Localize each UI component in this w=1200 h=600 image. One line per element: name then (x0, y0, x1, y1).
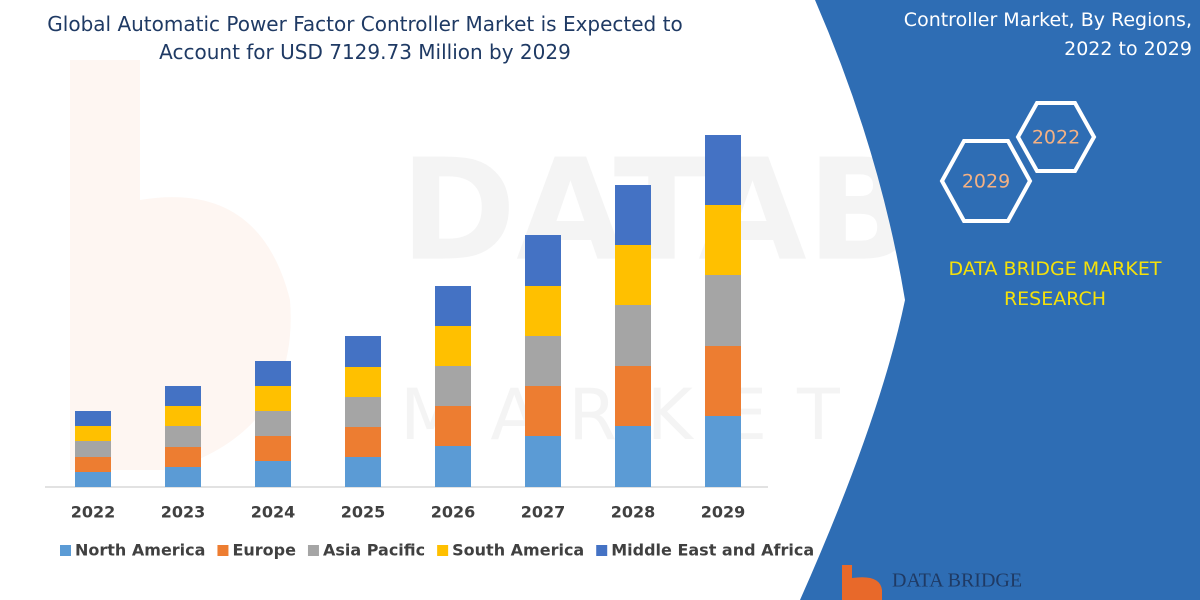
legend-swatch (60, 545, 71, 556)
bar-segment (705, 205, 741, 275)
bar-segment (165, 386, 201, 406)
bar-segment (165, 406, 201, 426)
bar-segment (525, 336, 561, 386)
bar-segment (75, 411, 111, 426)
legend-swatch (437, 545, 449, 556)
bar-segment (255, 461, 291, 487)
bar-segment (435, 406, 471, 446)
bar-segment (345, 397, 381, 427)
bar-segment (525, 235, 561, 286)
bar-segment (435, 366, 471, 406)
bar-segment (165, 467, 201, 487)
bar-segment (345, 336, 381, 367)
legend-swatch (596, 545, 608, 556)
legend-label: North America (75, 541, 205, 560)
bar-segment (615, 426, 651, 487)
bar-segment (75, 441, 111, 457)
bar-segment (435, 446, 471, 487)
bar-segment (705, 275, 741, 346)
legend-label: Europe (232, 541, 296, 560)
x-tick-label: 2022 (71, 503, 116, 522)
legend-label: Middle East and Africa (611, 541, 814, 560)
bar-segment (345, 367, 381, 397)
legend-label: South America (452, 541, 584, 560)
bar-segment (705, 135, 741, 205)
hexagon (939, 139, 1033, 223)
bar-segment (615, 185, 651, 245)
hexagon (1015, 101, 1097, 173)
bar-segment (525, 436, 561, 487)
bar-segment (75, 426, 111, 441)
bar-segment (165, 426, 201, 447)
bar-segment (435, 326, 471, 366)
logo-icon (842, 565, 882, 600)
x-tick-label: 2026 (431, 503, 476, 522)
chart-title: Global Automatic Power Factor Controller… (47, 12, 683, 64)
logo-text: DATA BRIDGE (892, 570, 1022, 592)
hexagon-label: 2022 (1032, 127, 1080, 149)
brand: DATA BRIDGE MARKET RESEARCH (948, 258, 1162, 310)
bar-segment (615, 305, 651, 366)
bar-segment (345, 427, 381, 457)
bar-segment (615, 245, 651, 305)
legend-swatch (217, 545, 229, 556)
legend-swatch (307, 545, 319, 556)
bar-segment (255, 386, 291, 411)
bar-segment (75, 457, 111, 472)
hexagon-label: 2029 (962, 171, 1010, 193)
x-tick-label: 2029 (701, 503, 746, 522)
bar-segment (615, 366, 651, 426)
bar-segment (525, 386, 561, 436)
bar-segment (165, 447, 201, 467)
side-title: Controller Market, By Regions, 2022 to 2… (903, 9, 1192, 60)
x-tick-label: 2025 (341, 503, 386, 522)
x-tick-label: 2028 (611, 503, 656, 522)
bar-segment (255, 411, 291, 436)
bar-segment (255, 436, 291, 461)
bar-segment (705, 416, 741, 487)
bar-segment (705, 346, 741, 416)
bar-segment (525, 286, 561, 336)
bar-segment (345, 457, 381, 487)
side-panel (800, 0, 1200, 600)
x-tick-label: 2027 (521, 503, 566, 522)
bar-segment (75, 472, 111, 487)
bar-segment (255, 361, 291, 386)
x-tick-label: 2023 (161, 503, 206, 522)
x-tick-label: 2024 (251, 503, 296, 522)
legend-label: Asia Pacific (323, 541, 425, 560)
bar-segment (435, 286, 471, 326)
